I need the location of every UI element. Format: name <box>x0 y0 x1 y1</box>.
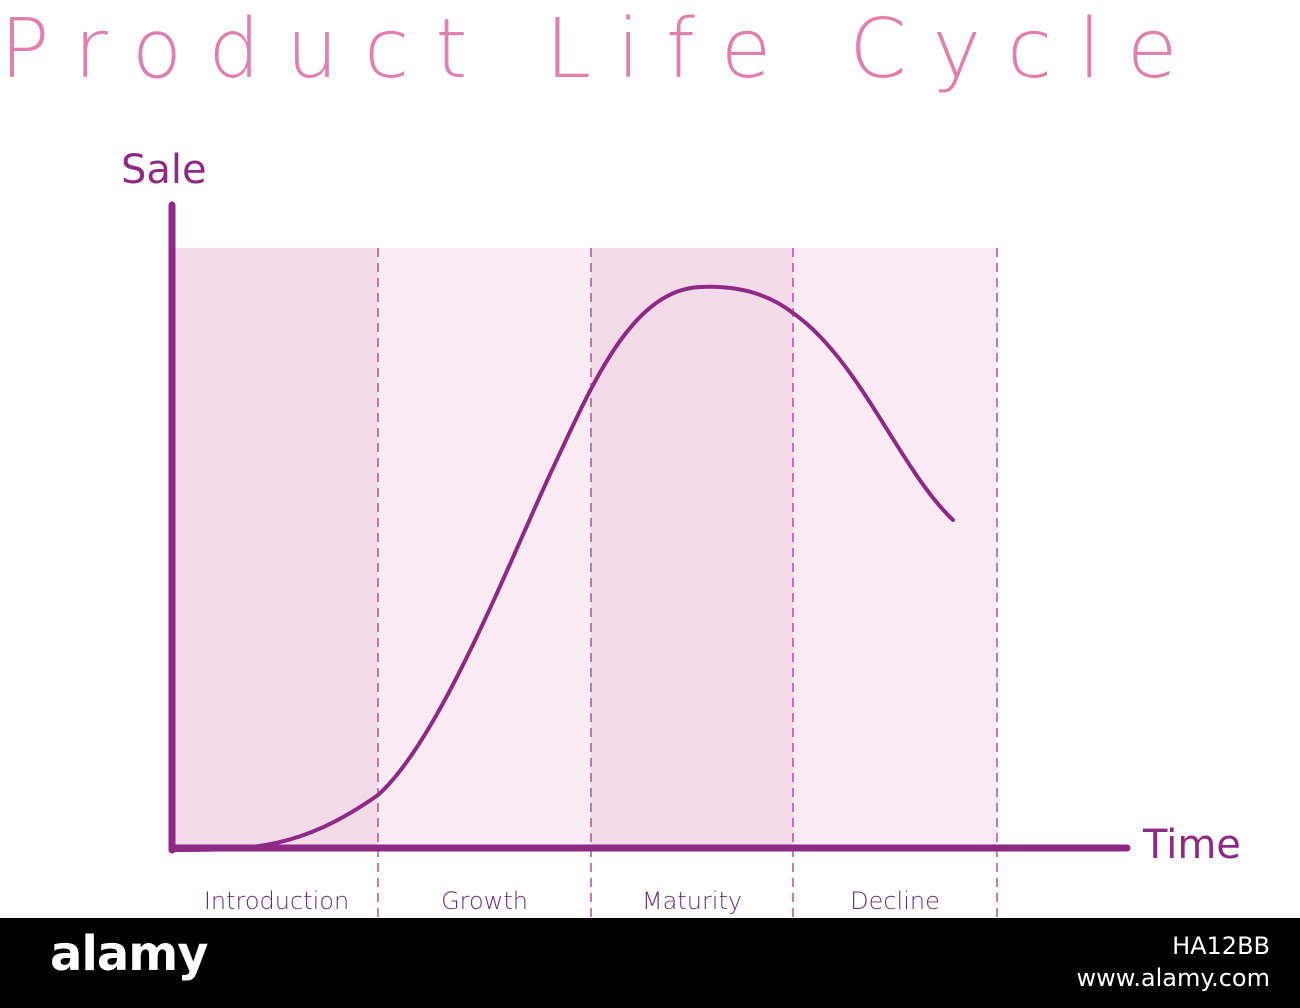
stage-dividers <box>377 248 998 918</box>
y-axis-label: Sale <box>121 147 207 193</box>
sales-curve <box>173 284 955 852</box>
source-url: www.alamy.com <box>1076 964 1270 992</box>
stage-label-maturity: Maturity <box>642 887 742 915</box>
image-id: HA12BB <box>1172 932 1270 960</box>
watermark-logo: alamy <box>50 926 209 982</box>
stage-band-introduction <box>175 248 378 848</box>
stage-band-growth <box>378 248 591 848</box>
watermark-footer: alamy HA12BB www.alamy.com <box>0 918 1300 1008</box>
stage-label-growth: Growth <box>441 887 528 915</box>
page-title: Product Life Cycle <box>0 2 1204 97</box>
image-reference: HA12BB www.alamy.com <box>1070 918 1270 1008</box>
stage-label-introduction: Introduction <box>204 887 349 915</box>
x-axis-label: Time <box>1142 822 1241 868</box>
stage-label-decline: Decline <box>850 887 940 915</box>
product-life-cycle-diagram: Sale Time Introduction Growth Maturity Decl… <box>121 147 1241 918</box>
stage-band-decline <box>793 248 997 848</box>
stage-band-maturity <box>591 248 793 848</box>
stage-bands <box>175 248 997 848</box>
stage-labels: Introduction Growth Maturity Decline <box>204 887 940 915</box>
